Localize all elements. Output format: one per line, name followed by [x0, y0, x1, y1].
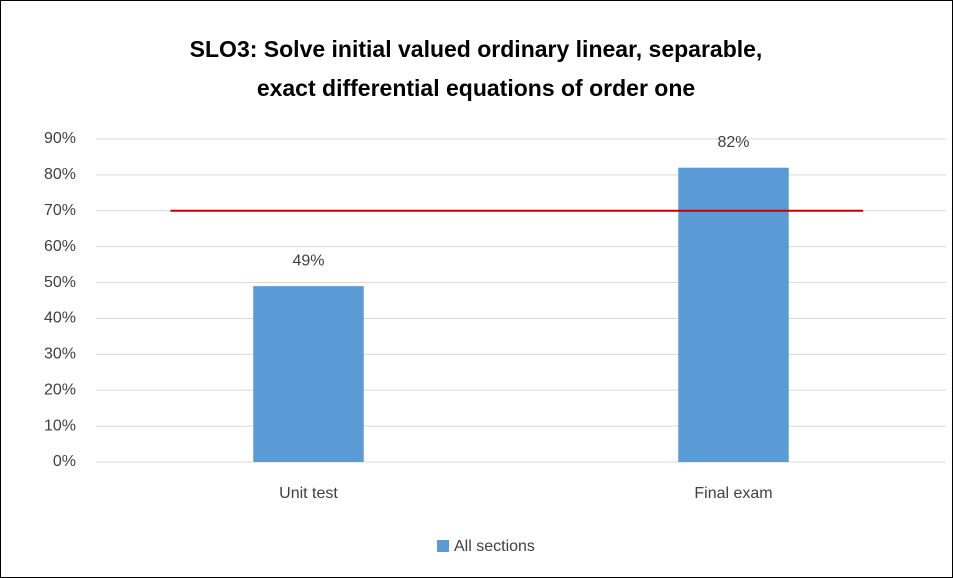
y-tick-label: 80%	[44, 166, 76, 183]
y-tick-label: 0%	[53, 453, 76, 470]
bar	[678, 167, 789, 462]
y-tick-label: 50%	[44, 274, 76, 291]
legend-swatch	[437, 540, 449, 552]
y-tick-label: 40%	[44, 310, 76, 327]
y-tick-label: 20%	[44, 381, 76, 398]
chart-title: SLO3: Solve initial valued ordinary line…	[190, 36, 763, 62]
x-tick-label: Final exam	[694, 485, 772, 502]
y-tick-label: 90%	[44, 130, 76, 147]
chart-title: exact differential equations of order on…	[257, 75, 695, 101]
y-tick-label: 60%	[44, 238, 76, 255]
data-label: 82%	[717, 134, 749, 151]
bar	[253, 286, 364, 462]
x-tick-label: Unit test	[279, 485, 338, 502]
legend-label: All sections	[454, 538, 535, 555]
y-tick-label: 70%	[44, 202, 76, 219]
y-tick-label: 10%	[44, 417, 76, 434]
data-label: 49%	[292, 252, 324, 269]
y-tick-label: 30%	[44, 346, 76, 363]
